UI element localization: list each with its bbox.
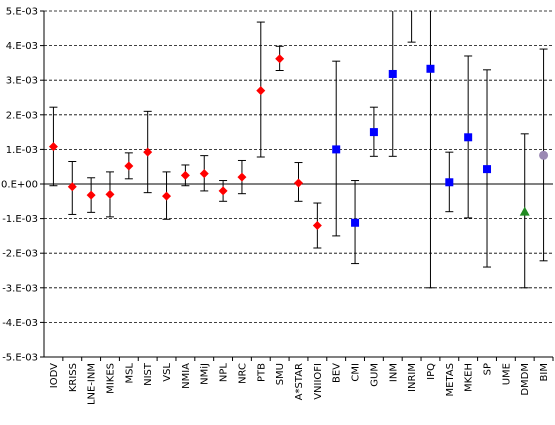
x-tick-label: LNE-INM xyxy=(87,363,98,405)
x-tick-label: NRC xyxy=(237,363,248,384)
x-tick-label: GUM xyxy=(369,363,380,387)
diamond-marker xyxy=(180,170,190,180)
x-tick-label: METAS xyxy=(445,363,456,396)
diamond-marker xyxy=(86,190,96,200)
x-tick-label: NPL xyxy=(219,363,230,383)
y-tick-label: 4.E-03 xyxy=(6,41,38,52)
x-tick-label: SP xyxy=(483,363,494,375)
x-tick-label: PTB xyxy=(256,363,267,382)
x-tick-label: DMDM xyxy=(520,363,531,396)
x-tick-label: NMIA xyxy=(181,363,192,389)
x-tick-label: MSL xyxy=(124,363,135,384)
diamond-marker xyxy=(124,161,134,171)
x-tick-label: INM xyxy=(388,363,399,382)
square-marker xyxy=(483,165,492,174)
axes xyxy=(40,10,554,361)
diamond-marker xyxy=(162,191,172,201)
x-tick-label: VNIIOFI xyxy=(313,363,324,400)
x-tick-label: UME xyxy=(501,363,512,385)
x-tick-label: KRISS xyxy=(68,363,79,392)
square-marker xyxy=(426,64,435,73)
diamond-marker xyxy=(237,172,247,182)
x-tick-label: CMI xyxy=(351,363,362,382)
diamond-marker xyxy=(143,147,153,157)
diamond-marker xyxy=(312,221,322,231)
y-tick-label: -5.E-03 xyxy=(2,353,38,364)
diamond-marker xyxy=(67,182,77,192)
y-tick-label: 1.E-03 xyxy=(6,145,38,156)
x-tick-label: VSL xyxy=(162,363,173,382)
x-tick-label: MIKES xyxy=(105,363,116,394)
x-tick-label: MKEH xyxy=(464,363,475,392)
diamond-marker xyxy=(48,142,58,152)
x-tick-label: IPQ xyxy=(426,363,437,380)
x-tick-label: BEV xyxy=(332,363,343,383)
square-marker xyxy=(332,145,341,154)
x-tick-label: INRIM xyxy=(407,363,418,392)
y-tick-label: 3.E-03 xyxy=(6,76,38,87)
square-marker xyxy=(464,133,473,142)
y-tick-label: -1.E-03 xyxy=(2,214,38,225)
diamond-marker xyxy=(218,186,228,196)
y-tick-label: -3.E-03 xyxy=(2,283,38,294)
y-tick-labels: 5.E-03 4.E-03 3.E-03 2.E-03 1.E-03 0.E+00 -1.E… xyxy=(1,7,38,364)
x-tick-label: BIM xyxy=(539,363,550,381)
y-tick-label: 2.E-03 xyxy=(6,110,38,121)
x-tick-label: NMiJ xyxy=(200,363,211,385)
diamond-marker xyxy=(275,54,285,64)
x-tick-label: A*STAR xyxy=(294,363,305,400)
diamond-marker xyxy=(199,169,209,179)
x-tick-labels: IODV KRISS LNE-INM MIKES MSL NIST VSL NMIA NMiJ N… xyxy=(49,362,550,405)
x-tick-label: IODV xyxy=(49,363,60,388)
diamond-marker xyxy=(105,189,115,199)
y-tick-label: -4.E-03 xyxy=(2,318,38,329)
square-marker xyxy=(388,69,397,78)
diamond-marker xyxy=(256,86,266,96)
y-tick-label: 5.E-03 xyxy=(6,7,38,18)
data-points xyxy=(48,54,549,231)
square-marker xyxy=(369,128,378,137)
y-tick-label: 0.E+00 xyxy=(1,180,38,191)
x-tick-label: NIST xyxy=(143,362,154,386)
square-marker xyxy=(351,218,360,227)
diamond-marker xyxy=(294,178,303,188)
square-marker xyxy=(445,178,454,187)
x-tick-label: SMU xyxy=(275,363,286,385)
y-tick-label: -2.E-03 xyxy=(2,249,38,260)
circle-marker xyxy=(539,150,549,160)
triangle-marker xyxy=(519,206,530,216)
